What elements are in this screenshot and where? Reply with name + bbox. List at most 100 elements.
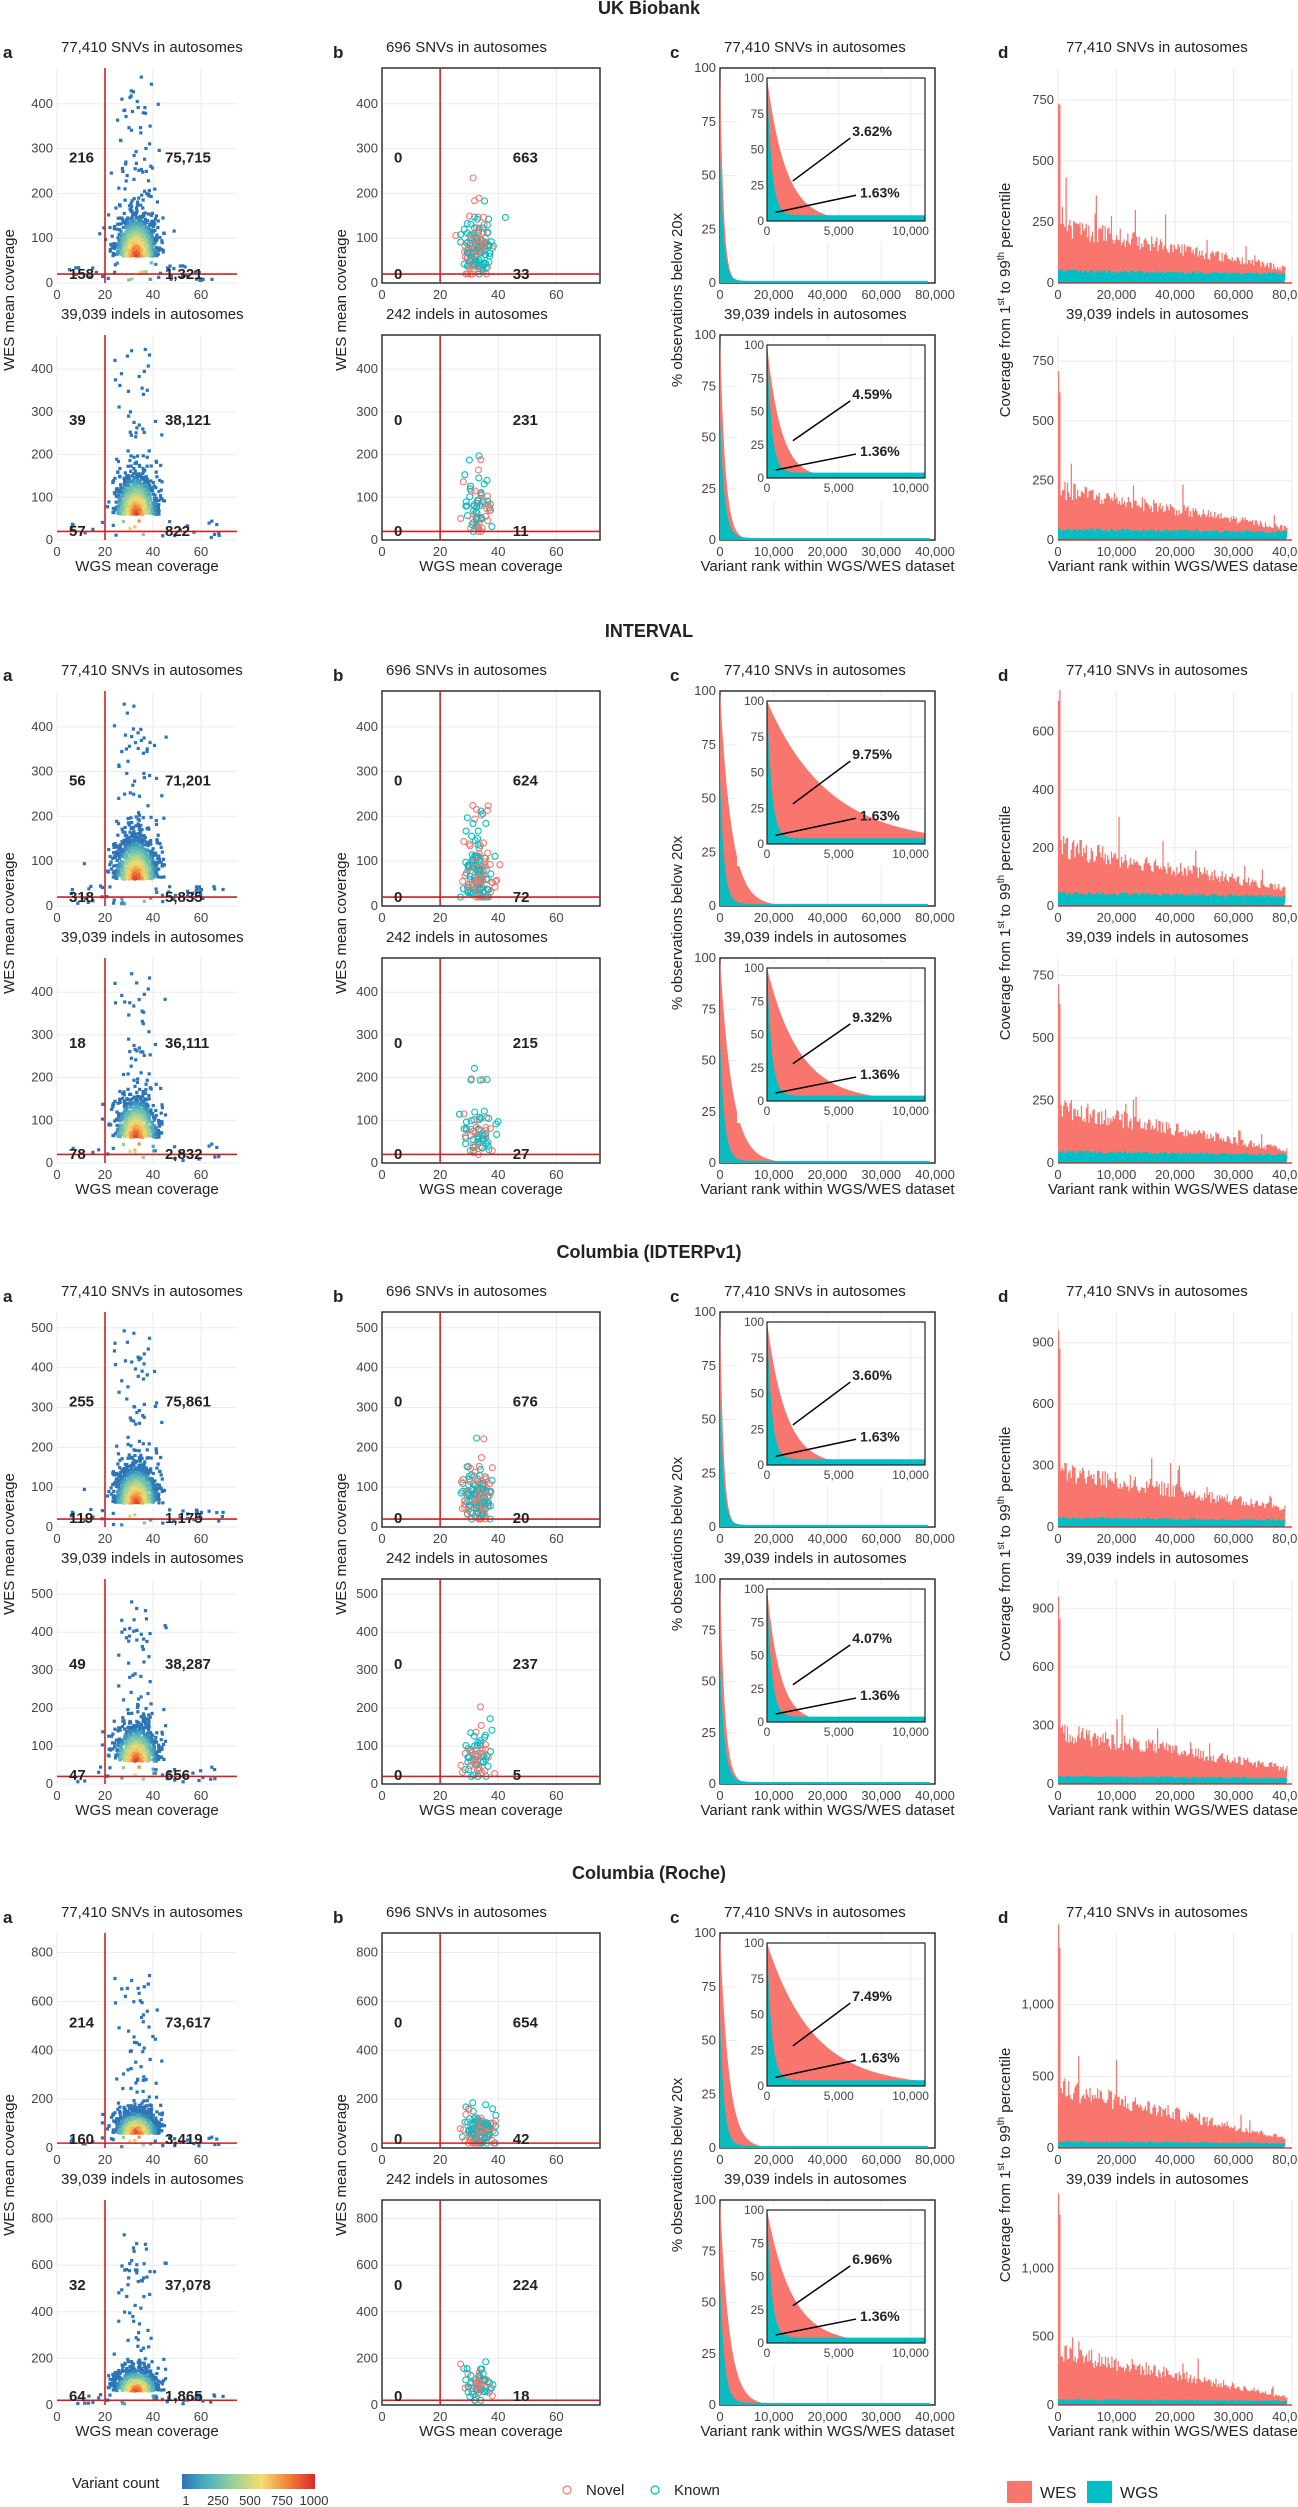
density-point	[139, 131, 143, 135]
density-point	[131, 783, 135, 787]
density-point	[121, 1127, 125, 1131]
density-point	[142, 1132, 146, 1136]
density-point	[120, 1131, 124, 1135]
density-point	[109, 1492, 113, 1496]
scatter-background	[382, 958, 600, 1163]
density-point	[136, 1116, 140, 1120]
density-point	[134, 1058, 138, 1062]
density-point	[112, 1134, 116, 1138]
wgs-bars	[1058, 891, 1286, 906]
density-point	[153, 419, 158, 424]
x-tick-label: 60	[549, 287, 563, 302]
wes-bars	[1058, 371, 1288, 540]
density-point	[124, 245, 129, 250]
density-point	[122, 252, 126, 256]
density-point	[123, 483, 127, 487]
density-point	[125, 505, 130, 509]
density-point	[133, 1453, 137, 1458]
density-point	[148, 849, 152, 853]
density-point	[82, 862, 86, 866]
density-point	[128, 243, 132, 247]
density-point	[143, 1091, 148, 1095]
y-tick-label: 100	[31, 230, 53, 245]
x-tick-label: 60	[549, 1167, 563, 1182]
density-point	[148, 243, 152, 247]
density-point	[120, 506, 124, 510]
inset-y-tick-label: 75	[751, 994, 765, 1008]
x-tick-label: 10,000	[754, 544, 794, 559]
density-point	[132, 221, 137, 225]
wgs-percentage-label: 1.63%	[860, 807, 900, 823]
density-point	[159, 875, 163, 879]
density-point	[115, 1123, 119, 1128]
density-point	[143, 1129, 147, 1133]
density-point	[116, 470, 120, 475]
density-point	[119, 252, 123, 256]
density-point	[118, 504, 122, 508]
quadrant-count-top-left: 0	[394, 773, 402, 790]
density-point	[130, 1097, 134, 1101]
inset-y-tick-label: 75	[751, 730, 765, 744]
density-point	[144, 146, 148, 151]
density-point	[125, 173, 129, 178]
density-point	[124, 512, 128, 516]
variant-point	[482, 512, 490, 520]
density-point	[159, 1131, 163, 1135]
density-point	[148, 1086, 152, 1090]
density-point	[126, 875, 130, 879]
x-tick-label: 0	[716, 287, 723, 302]
density-point	[154, 237, 158, 241]
density-point	[126, 1442, 130, 1446]
density-point	[116, 1462, 120, 1466]
density-point	[117, 796, 121, 800]
panel-letter-c: c	[670, 666, 679, 685]
density-point	[144, 475, 148, 479]
density-point	[128, 830, 132, 834]
density-point	[126, 221, 130, 225]
density-point	[127, 823, 131, 827]
density-point	[142, 189, 147, 193]
density-point	[139, 1130, 143, 1134]
density-point	[111, 254, 115, 258]
density-point	[123, 792, 127, 796]
density-point	[126, 1072, 130, 1076]
x-tick-label: 20,000	[808, 544, 848, 559]
density-point	[180, 274, 184, 279]
density-point	[130, 1122, 134, 1126]
density-point	[149, 815, 153, 819]
density-point	[137, 1421, 142, 1425]
density-point	[117, 245, 121, 250]
density-point	[141, 484, 145, 489]
density-point	[125, 1340, 129, 1344]
density-point	[137, 874, 141, 878]
density-point	[160, 1420, 164, 1425]
density-point	[133, 250, 137, 254]
density-point	[158, 494, 163, 498]
density-point	[121, 1072, 126, 1077]
density-point	[125, 236, 129, 240]
density-point	[130, 1101, 134, 1105]
density-point	[130, 474, 134, 478]
density-point	[133, 1513, 137, 1517]
density-point	[160, 1122, 164, 1126]
y-tick-label: 0	[709, 275, 716, 290]
y-tick-label: 100	[31, 853, 53, 868]
variant-point	[485, 249, 494, 257]
density-point	[121, 225, 125, 230]
density-point	[114, 533, 118, 537]
density-point	[121, 1480, 125, 1485]
density-point	[146, 487, 150, 491]
density-point	[126, 1385, 130, 1389]
density-point	[133, 741, 138, 745]
density-point	[130, 865, 135, 869]
variant-point	[473, 503, 481, 511]
density-point	[136, 811, 141, 815]
density-point	[124, 488, 128, 492]
density-point	[157, 1133, 161, 1137]
density-point	[154, 1449, 158, 1453]
density-point	[129, 841, 133, 845]
density-point	[144, 231, 148, 235]
y-tick-label: 500	[1032, 153, 1054, 168]
